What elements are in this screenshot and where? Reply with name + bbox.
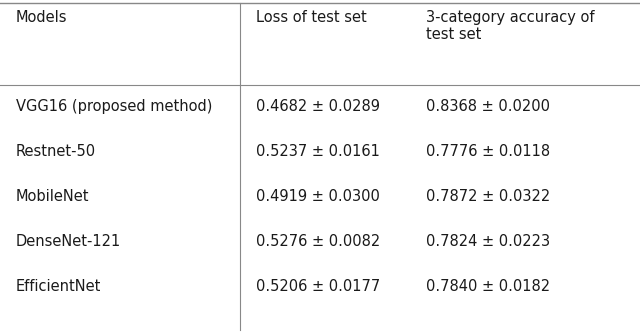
Text: 0.8368 ± 0.0200: 0.8368 ± 0.0200 (426, 99, 550, 114)
Text: 0.7840 ± 0.0182: 0.7840 ± 0.0182 (426, 279, 550, 294)
Text: 0.5206 ± 0.0177: 0.5206 ± 0.0177 (256, 279, 380, 294)
Text: 0.5276 ± 0.0082: 0.5276 ± 0.0082 (256, 234, 380, 249)
Text: Models: Models (16, 10, 67, 25)
Text: 0.7824 ± 0.0223: 0.7824 ± 0.0223 (426, 234, 550, 249)
Text: VGG16 (proposed method): VGG16 (proposed method) (16, 99, 212, 114)
Text: 0.5237 ± 0.0161: 0.5237 ± 0.0161 (256, 144, 380, 159)
Text: EfficientNet: EfficientNet (16, 279, 101, 294)
Text: 0.4919 ± 0.0300: 0.4919 ± 0.0300 (256, 189, 380, 204)
Text: Restnet-50: Restnet-50 (16, 144, 96, 159)
Text: Loss of test set: Loss of test set (256, 10, 367, 25)
Text: 0.7872 ± 0.0322: 0.7872 ± 0.0322 (426, 189, 550, 204)
Text: DenseNet-121: DenseNet-121 (16, 234, 121, 249)
Text: 3-category accuracy of
test set: 3-category accuracy of test set (426, 10, 594, 42)
Text: 0.7776 ± 0.0118: 0.7776 ± 0.0118 (426, 144, 550, 159)
Text: MobileNet: MobileNet (16, 189, 90, 204)
Text: 0.4682 ± 0.0289: 0.4682 ± 0.0289 (256, 99, 380, 114)
